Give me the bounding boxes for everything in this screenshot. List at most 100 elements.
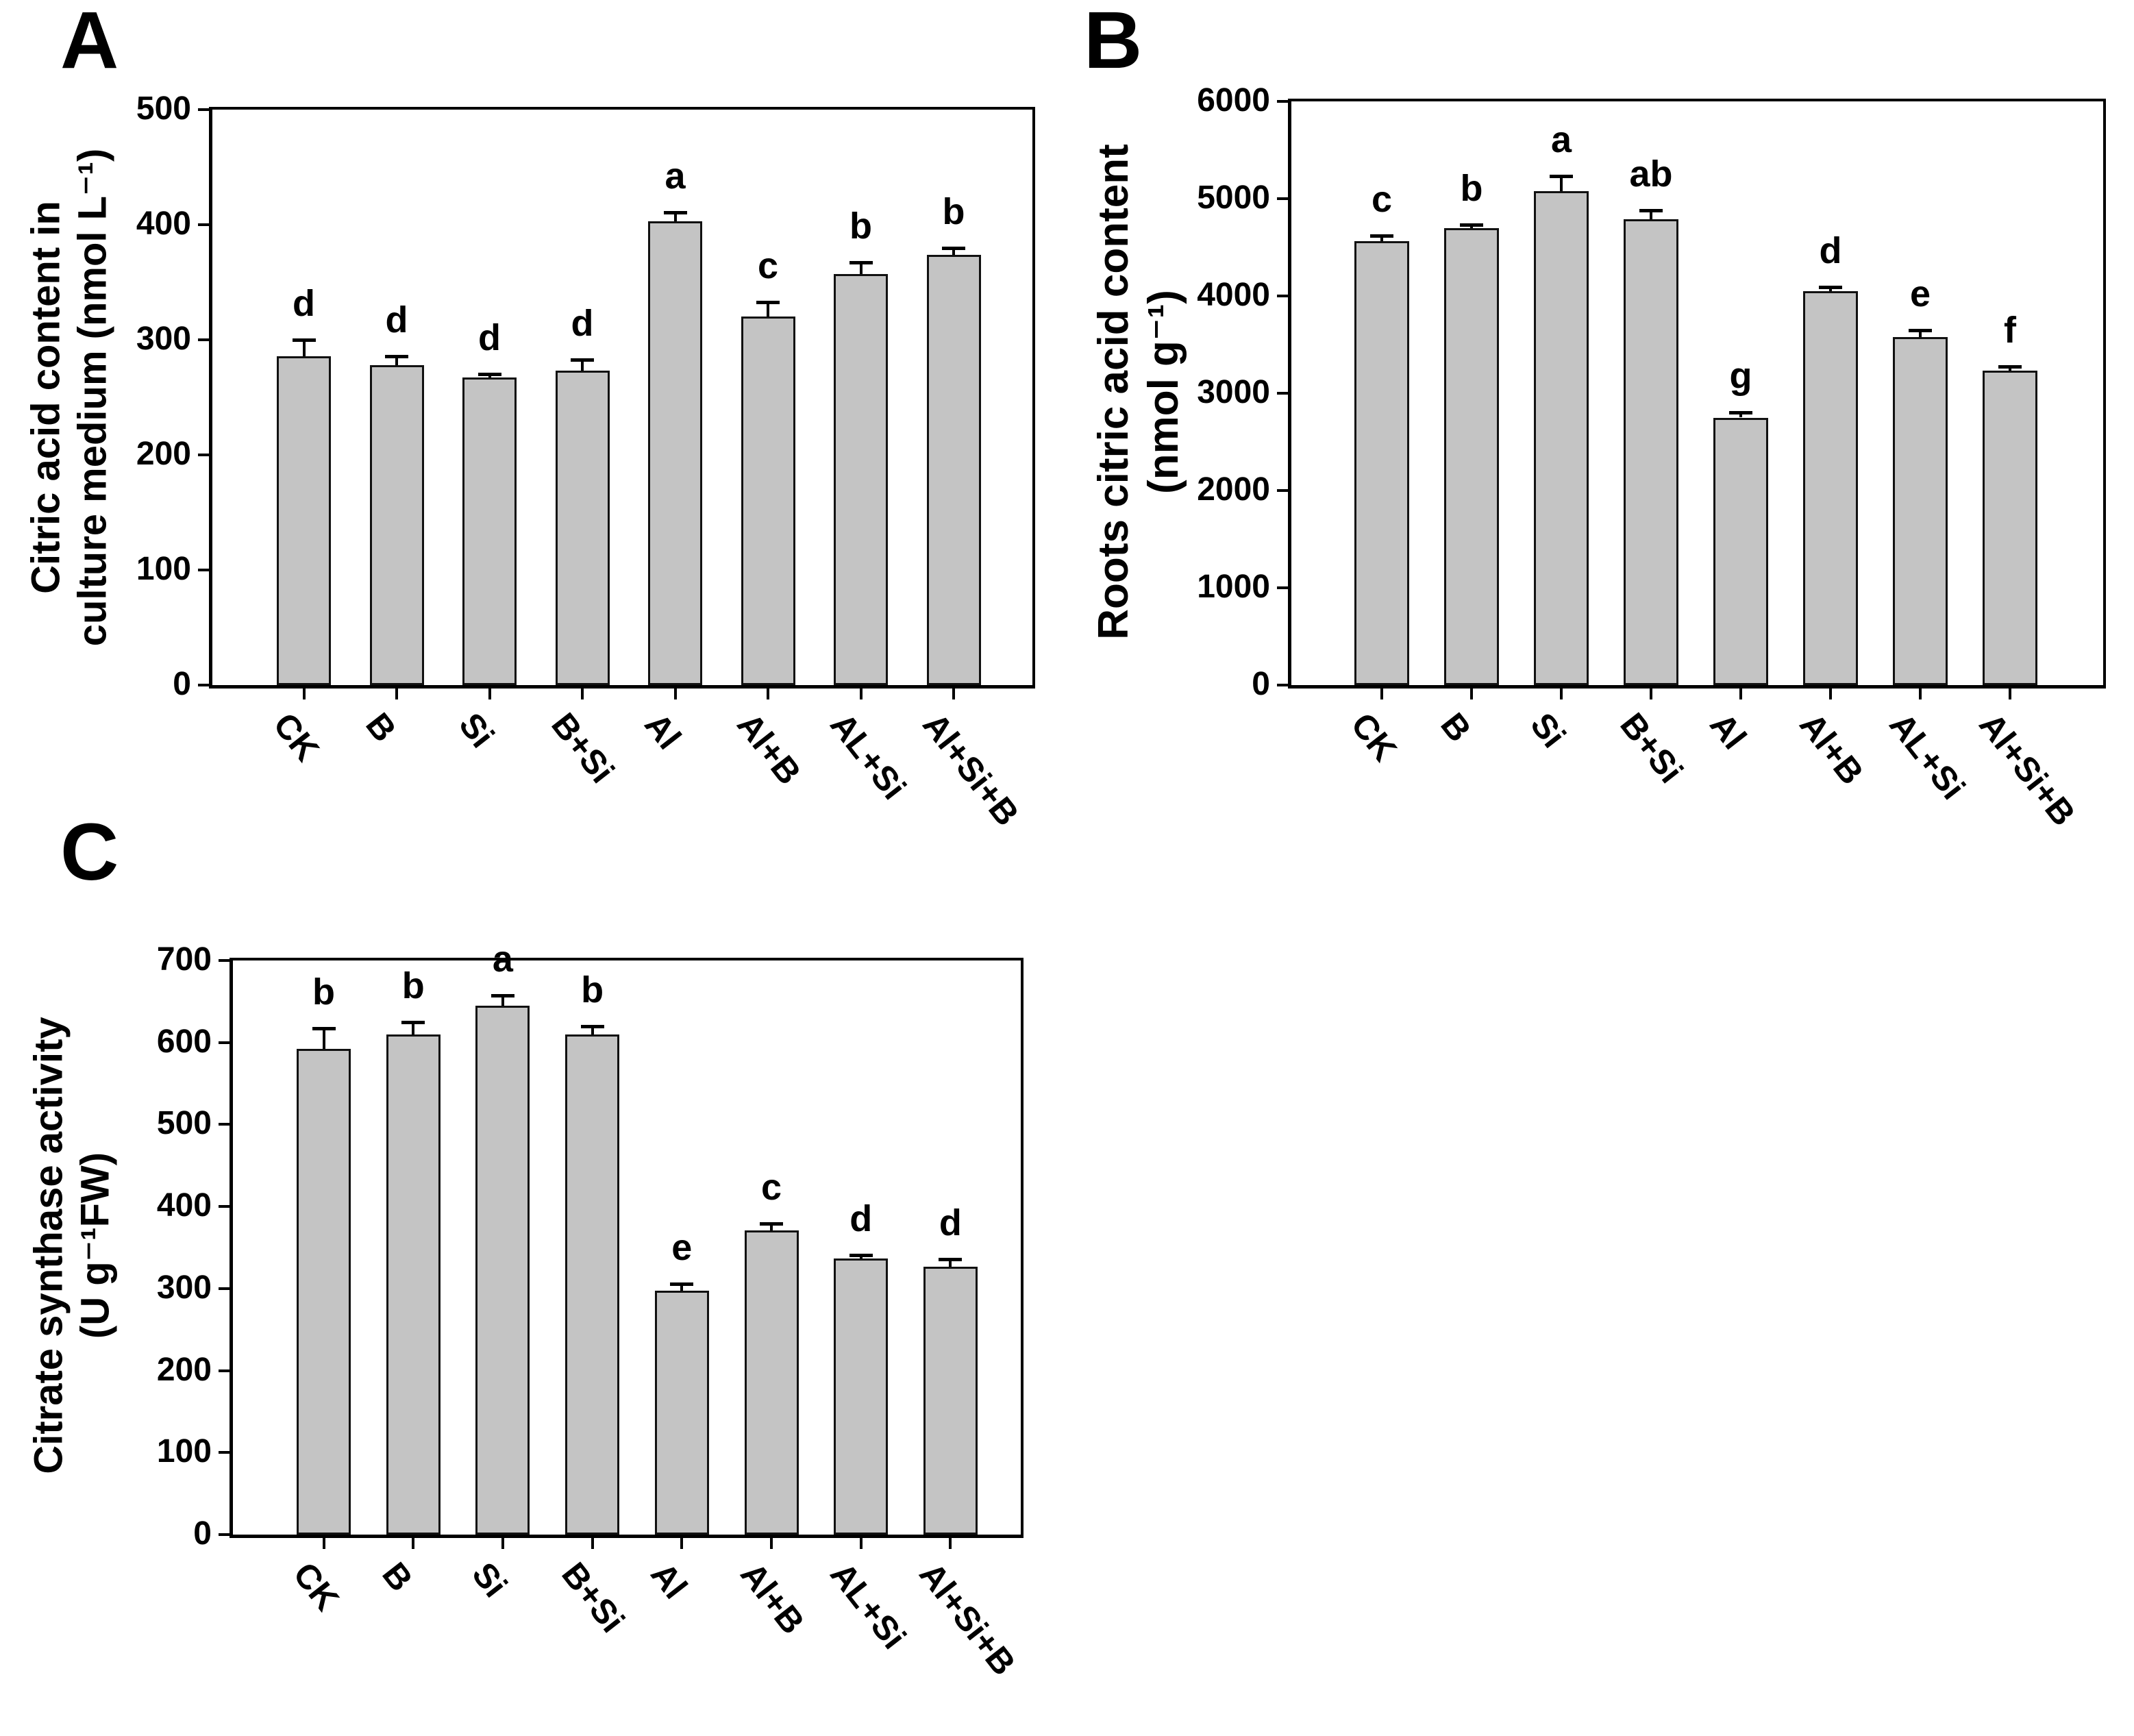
bar [1624, 219, 1678, 685]
error-bar-cap [491, 994, 514, 998]
significance-letter: f [2004, 309, 2016, 351]
significance-letter: b [942, 190, 965, 232]
y-tick-label: 500 [156, 1105, 212, 1142]
significance-letter: b [849, 206, 872, 247]
significance-letter: a [1550, 119, 1572, 161]
x-tick-mark [1739, 689, 1742, 699]
y-tick-label: 1000 [1197, 569, 1270, 605]
significance-letter: b [401, 965, 425, 1006]
error-bar-cap [1729, 410, 1752, 414]
x-tick-mark [673, 689, 677, 699]
significance-letter: d [939, 1202, 962, 1243]
error-bar-line [1919, 330, 1922, 337]
y-tick-label: 4000 [1197, 277, 1270, 313]
significance-letter: g [1729, 355, 1752, 397]
x-tick-mark [591, 1538, 594, 1549]
y-tick-label: 100 [156, 1433, 212, 1470]
panel-c-y-axis-title: Citrate synthase activity (U g⁻¹FW) [26, 1017, 118, 1474]
bar [1803, 290, 1858, 685]
x-tick-mark [2009, 689, 2011, 699]
error-bar-line [591, 1026, 594, 1034]
x-tick-mark [952, 689, 955, 699]
plot-right-border [1021, 958, 1023, 1538]
y-tick-mark [219, 1451, 229, 1454]
error-bar-cap [1370, 234, 1393, 238]
x-axis-line [209, 685, 1035, 689]
significance-letter: b [581, 969, 604, 1010]
y-tick-label: 300 [136, 321, 191, 357]
y-tick-label: 700 [156, 941, 212, 978]
significance-letter: e [671, 1226, 693, 1268]
error-bar-line [673, 212, 677, 221]
y-tick-mark [1277, 197, 1288, 200]
error-bar-cap [580, 1024, 604, 1028]
error-bar-line [859, 262, 863, 275]
significance-letter: d [478, 317, 501, 359]
bar [565, 1034, 620, 1535]
y-tick-mark [198, 108, 209, 111]
error-bar-line [395, 356, 398, 365]
bar [1534, 190, 1589, 685]
significance-letter: d [1819, 230, 1842, 272]
error-bar-line [501, 995, 504, 1006]
panel-c-letter: C [60, 807, 121, 897]
error-bar-cap [1639, 209, 1663, 213]
x-tick-mark [859, 1538, 863, 1549]
y-tick-label: 200 [156, 1351, 212, 1388]
y-tick-label: 400 [156, 1187, 212, 1224]
error-bar-line [1560, 176, 1563, 191]
bar [926, 254, 981, 685]
y-tick-mark [219, 1205, 229, 1208]
panel-a-letter: A [60, 0, 121, 86]
y-tick-label: 600 [156, 1023, 212, 1060]
error-bar-line [1739, 412, 1742, 418]
x-tick-mark [770, 1538, 773, 1549]
error-bar-cap [1909, 328, 1932, 332]
y-tick-mark [1277, 489, 1288, 492]
error-bar-line [770, 1224, 773, 1230]
x-axis-line [1288, 685, 2106, 689]
y-tick-mark [1277, 100, 1288, 103]
x-category-label: Al [643, 1555, 695, 1607]
y-axis-line [1288, 99, 1291, 689]
plot-top-border [229, 958, 1023, 960]
y-tick-mark [1277, 586, 1288, 589]
y-tick-label: 5000 [1197, 179, 1270, 216]
error-bar-cap [670, 1282, 694, 1286]
bar [1893, 336, 1948, 685]
x-tick-mark [302, 689, 306, 699]
y-tick-label: 0 [193, 1515, 212, 1552]
x-tick-mark [1919, 689, 1922, 699]
x-tick-mark [581, 689, 584, 699]
x-tick-mark [949, 1538, 952, 1549]
y-tick-mark [219, 1533, 229, 1536]
error-bar-cap [1819, 286, 1842, 290]
x-tick-mark [1380, 689, 1383, 699]
bar [923, 1266, 978, 1535]
y-tick-mark [219, 1041, 229, 1044]
significance-letter: c [1371, 178, 1393, 220]
bar [834, 274, 888, 685]
error-bar-line [1380, 235, 1383, 242]
error-bar-cap [849, 1253, 873, 1257]
x-tick-mark [1470, 689, 1473, 699]
x-tick-mark [322, 1538, 325, 1549]
bar [1983, 371, 2037, 685]
significance-letter: ab [1629, 153, 1673, 195]
error-bar-line [1650, 210, 1652, 219]
panel-b-letter: B [1084, 0, 1144, 86]
x-tick-mark [767, 689, 769, 699]
error-bar-line [412, 1021, 415, 1034]
y-axis-line [229, 958, 233, 1538]
significance-letter: a [665, 155, 686, 197]
y-tick-label: 200 [136, 436, 191, 472]
y-tick-label: 0 [1252, 666, 1270, 702]
y-tick-mark [219, 1287, 229, 1290]
y-tick-mark [1277, 684, 1288, 686]
x-tick-mark [395, 689, 398, 699]
error-bar-line [680, 1283, 684, 1291]
y-tick-mark [219, 959, 229, 962]
y-tick-label: 3000 [1197, 374, 1270, 410]
x-tick-mark [1560, 689, 1563, 699]
